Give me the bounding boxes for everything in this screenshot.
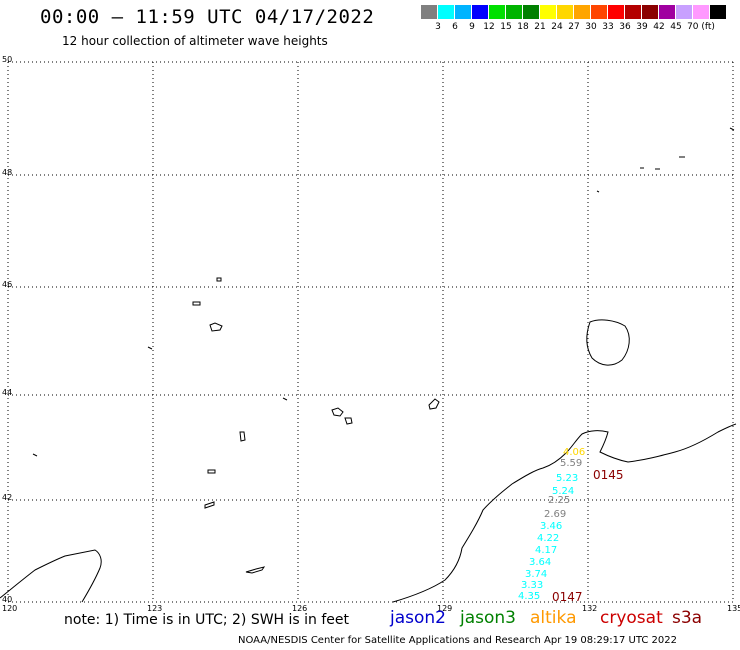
wave-height-value: 3.64 <box>529 557 551 568</box>
longitude-label: 120 <box>2 604 17 613</box>
map-title: 00:00 – 11:59 UTC 04/17/2022 <box>40 6 375 28</box>
scale-swatch <box>438 5 455 19</box>
scale-swatch <box>710 5 727 19</box>
scale-label: 12 <box>483 22 495 32</box>
latitude-label: 42 <box>2 493 12 502</box>
satellite-name-cryosat: cryosat <box>600 608 663 628</box>
scale-swatch <box>693 5 710 19</box>
scale-swatch <box>540 5 557 19</box>
scale-swatch <box>557 5 574 19</box>
scale-swatch <box>574 5 591 19</box>
scale-swatch <box>625 5 642 19</box>
scale-label: 39 <box>636 22 648 32</box>
wave-height-value: 5.24 <box>552 486 574 497</box>
wave-height-value: 3.33 <box>521 580 543 591</box>
color-scale <box>421 5 727 19</box>
scale-label: 27 <box>568 22 580 32</box>
map-subtitle: 12 hour collection of altimeter wave hei… <box>62 34 328 48</box>
wave-height-value: 4.06 <box>563 447 585 458</box>
longitude-label: 126 <box>292 604 307 613</box>
scale-swatch <box>523 5 540 19</box>
scale-swatch <box>421 5 438 19</box>
scale-label: 45 <box>670 22 682 32</box>
scale-swatch <box>506 5 523 19</box>
scale-label: 9 <box>469 22 475 32</box>
scale-label: 21 <box>534 22 546 32</box>
scale-swatch <box>676 5 693 19</box>
scale-label: 33 <box>602 22 614 32</box>
scale-label: 6 <box>452 22 458 32</box>
latitude-label: 46 <box>2 280 12 289</box>
footer-note: note: 1) Time is in UTC; 2) SWH is in fe… <box>64 612 350 628</box>
scale-label: 42 <box>653 22 665 32</box>
wave-height-value: 4.17 <box>535 545 557 556</box>
latitude-label: 48 <box>2 168 12 177</box>
scale-swatch <box>642 5 659 19</box>
wave-height-value: 4.22 <box>537 533 559 544</box>
wave-height-value: 3.46 <box>540 521 562 532</box>
scale-swatch <box>659 5 676 19</box>
coastline <box>0 127 737 603</box>
wave-height-value: 3.74 <box>525 569 547 580</box>
scale-label: 18 <box>517 22 529 32</box>
color-scale-labels: 3 6 9 12 15 18 21 24 27 30 33 36 39 42 45 70 (ft) <box>421 22 740 34</box>
satellite-name-s3a: s3a <box>672 608 703 628</box>
longitude-label: 129 <box>437 604 452 613</box>
satellite-name-jason3: jason3 <box>460 608 516 628</box>
latitude-label: 50 <box>2 55 12 64</box>
longitude-label: 123 <box>147 604 162 613</box>
scale-label: 3 <box>435 22 441 32</box>
latitude-label: 40 <box>2 595 12 604</box>
scale-label: 36 <box>619 22 631 32</box>
wave-height-value: 2.25 <box>548 495 570 506</box>
satellite-track: 5.59 5.23 5.24 2.69 2.25 3.464.224.173.643.74… <box>518 447 624 604</box>
scale-label: 15 <box>500 22 512 32</box>
footer-credit: NOAA/NESDIS Center for Satellite Applica… <box>238 635 677 646</box>
pass-time-label: 0147 <box>552 590 583 604</box>
lat-lon-grid <box>7 61 734 603</box>
scale-swatch <box>472 5 489 19</box>
wave-height-value: 2.69 <box>544 509 566 520</box>
scale-swatch <box>455 5 472 19</box>
scale-label: 24 <box>551 22 563 32</box>
satellite-name-jason2: jason2 <box>390 608 446 628</box>
pass-time-label: 0145 <box>593 468 624 482</box>
longitude-label: 135 <box>727 604 740 613</box>
satellite-name-altika: altika <box>530 608 577 628</box>
wave-height-value: 5.23 <box>556 473 578 484</box>
scale-swatch <box>489 5 506 19</box>
longitude-label: 132 <box>582 604 597 613</box>
scale-label: 30 <box>585 22 597 32</box>
scale-label: 70 (ft) <box>687 22 715 32</box>
scale-swatch <box>608 5 625 19</box>
wave-height-value: 4.35 <box>518 591 540 602</box>
scale-swatch <box>591 5 608 19</box>
latitude-label: 44 <box>2 388 12 397</box>
wave-height-value: 5.59 <box>560 458 582 469</box>
